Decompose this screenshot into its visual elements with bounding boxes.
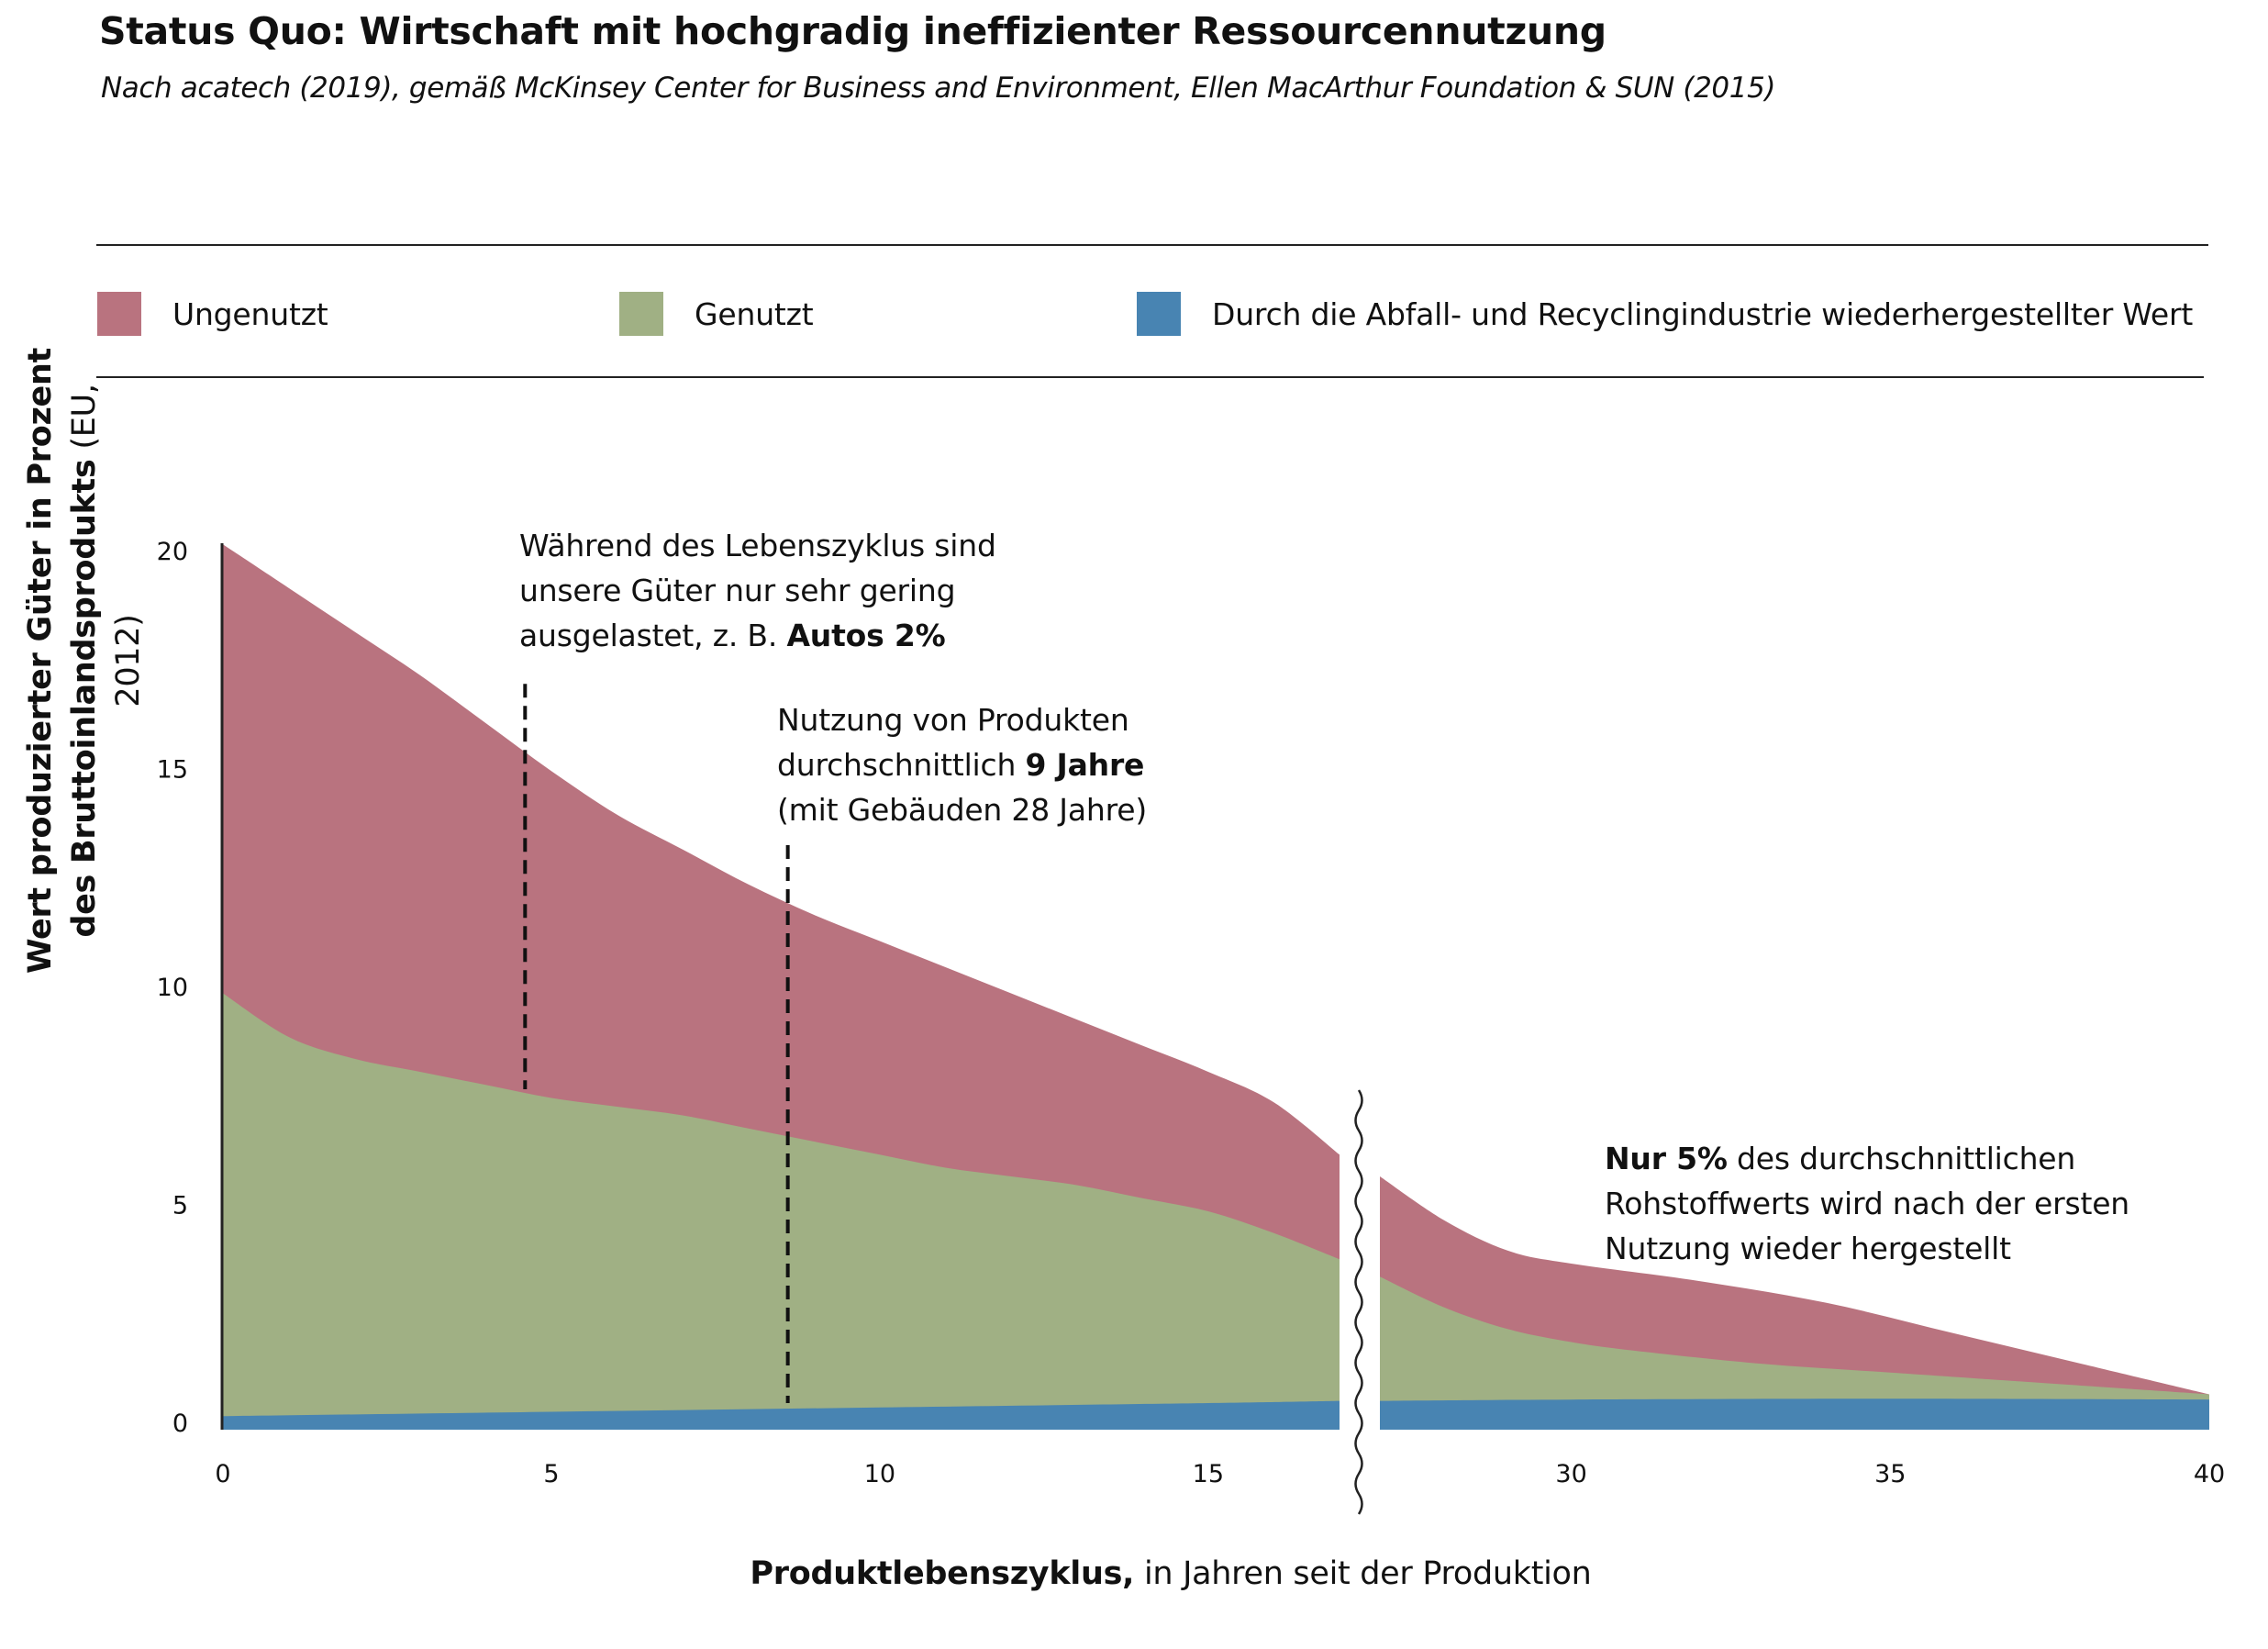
annotation-nutzungsdauer-line-3: (mit Gebäuden 28 Jahre) [777, 792, 1148, 828]
annotation-auslastung-line-1: Während des Lebenszyklus sind [519, 528, 996, 563]
legend-label-ungenutzt: Ungenutzt [172, 295, 328, 332]
annotation-rohstoffwert-line-1: Nur 5% des durchschnittlichen [1605, 1136, 2129, 1181]
y-tick-label-0: 0 [172, 1409, 188, 1438]
legend-bottom-rule [96, 376, 2204, 378]
annotation-nutzungsdauer-line-2: durchschnittlich 9 Jahre [777, 742, 1147, 787]
area-genutzt-segment-2 [1380, 1276, 2209, 1425]
x-axis-title-normal: in Jahren seit der Produktion [1134, 1555, 1592, 1592]
annotation-rohstoffwert-line-3: Nutzung wieder hergestellt [1605, 1231, 2011, 1266]
x-tick-label-10: 10 [864, 1460, 895, 1488]
legend-item-genutzt: Genutzt [619, 291, 814, 337]
legend-label-genutzt: Genutzt [695, 295, 814, 332]
annotation-nutzungsdauer: Nutzung von Produkten durchschnittlich 9… [777, 697, 1147, 832]
y-tick-label-5: 5 [172, 1192, 188, 1220]
x-tick-label-0: 0 [215, 1460, 230, 1488]
x-axis-title-bold: Produktlebenszyklus, [750, 1555, 1135, 1592]
axis-break-icon [1354, 1089, 1363, 1515]
x-tick-label-15: 15 [1193, 1460, 1224, 1488]
annotation-rohstoffwert-rest: des durchschnittlichen [1727, 1141, 2076, 1176]
annotation-auslastung-prefix: ausgelastet, z. B. [519, 618, 787, 653]
x-tick-label-30: 30 [1555, 1460, 1586, 1488]
legend-item-ungenutzt: Ungenutzt [97, 291, 328, 337]
legend-swatch-genutzt [619, 292, 663, 336]
annotation-rohstoffwert: Nur 5% des durchschnittlichen Rohstoffwe… [1605, 1136, 2129, 1271]
area-durch-segment-1 [223, 1400, 1340, 1430]
x-tick-label-40: 40 [2194, 1460, 2225, 1488]
legend-swatch-recycling [1137, 292, 1181, 336]
x-tick-label-35: 35 [1874, 1460, 1906, 1488]
annotation-auslastung-bold: Autos 2% [786, 618, 946, 653]
annotation-rohstoffwert-line-2: Rohstoffwerts wird nach der ersten [1605, 1186, 2130, 1221]
annotation-nutzungsdauer-bold: 9 Jahre [1025, 747, 1145, 783]
annotation-auslastung-line-2: unsere Güter nur sehr gering [519, 573, 956, 608]
annotation-nutzungsdauer-prefix: durchschnittlich [777, 747, 1026, 783]
chart-title: Status Quo: Wirtschaft mit hochgradig in… [99, 9, 1606, 53]
y-tick-label-10: 10 [157, 974, 188, 1002]
x-axis-title: Produktlebenszyklus, in Jahren seit der … [0, 1555, 2268, 1592]
legend-swatch-ungenutzt [97, 292, 141, 336]
legend-label-recycling: Durch die Abfall- und Recyclingindustrie… [1212, 295, 2194, 332]
area-genutzt-segment-1 [223, 993, 1340, 1425]
y-tick-label-15: 15 [157, 756, 188, 785]
annotation-auslastung-line-3: ausgelastet, z. B. Autos 2% [519, 613, 996, 658]
chart-subtitle: Nach acatech (2019), gemäß McKinsey Cent… [101, 72, 1776, 105]
x-tick-label-5: 5 [543, 1460, 559, 1488]
annotation-nutzungsdauer-line-1: Nutzung von Produkten [777, 702, 1129, 738]
legend-top-rule [96, 244, 2208, 246]
legend-item-recycling: Durch die Abfall- und Recyclingindustrie… [1137, 291, 2193, 337]
area-durch-segment-2 [1380, 1398, 2209, 1430]
annotation-rohstoffwert-bold: Nur 5% [1605, 1141, 1728, 1176]
y-tick-label-20: 20 [157, 538, 188, 566]
y-axis-title: Wert produzierter Güter in Prozent des B… [18, 340, 150, 982]
annotation-auslastung: Während des Lebenszyklus sind unsere Güt… [519, 523, 996, 658]
